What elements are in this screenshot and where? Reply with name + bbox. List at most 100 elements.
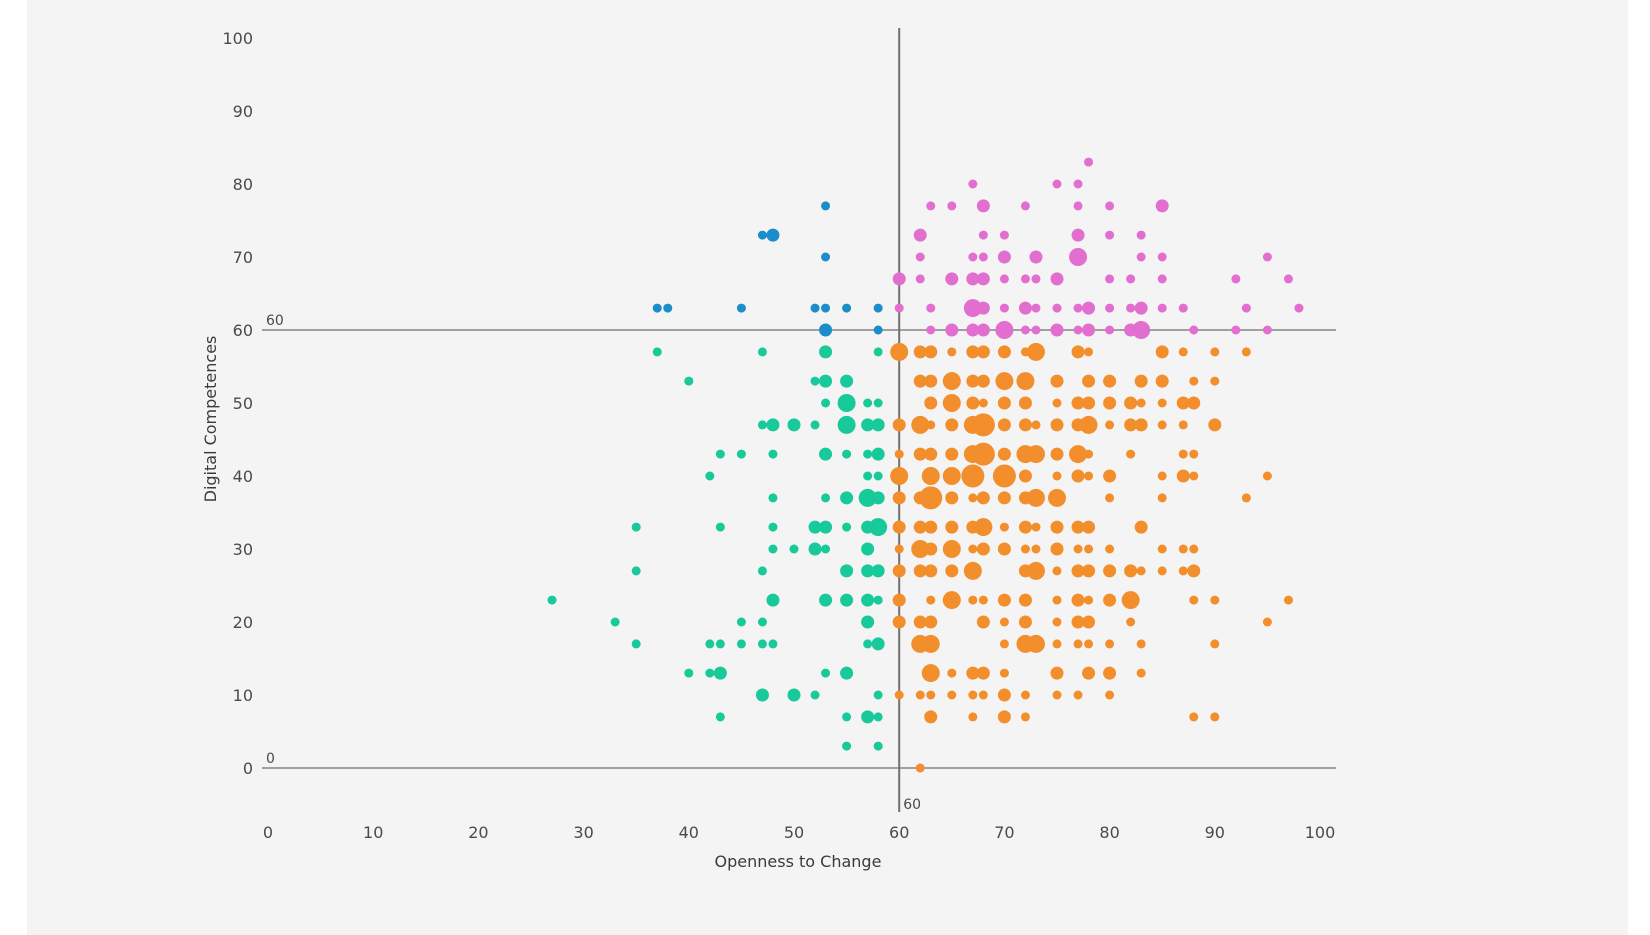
data-point-high-openness-low-digital bbox=[1071, 345, 1085, 359]
data-point-high-openness-low-digital bbox=[942, 394, 961, 412]
data-point-low-openness-low-digital bbox=[631, 639, 641, 649]
data-point-low-openness-high-digital bbox=[757, 230, 767, 240]
data-point-high-openness-low-digital bbox=[976, 491, 990, 505]
data-point-high-openness-high-digital bbox=[892, 272, 906, 286]
data-point-low-openness-low-digital bbox=[768, 522, 778, 532]
data-point-high-openness-low-digital bbox=[945, 520, 959, 534]
data-point-low-openness-high-digital bbox=[652, 303, 662, 313]
data-point-high-openness-low-digital bbox=[963, 561, 982, 580]
data-point-high-openness-high-digital bbox=[1105, 325, 1115, 335]
data-point-high-openness-low-digital bbox=[1210, 712, 1220, 722]
data-point-low-openness-low-digital bbox=[705, 668, 715, 678]
data-point-high-openness-low-digital bbox=[1016, 372, 1035, 391]
data-point-low-openness-low-digital bbox=[821, 493, 831, 503]
data-point-high-openness-low-digital bbox=[1082, 564, 1096, 578]
data-point-high-openness-high-digital bbox=[999, 274, 1009, 284]
data-point-high-openness-low-digital bbox=[1020, 712, 1030, 722]
data-point-high-openness-high-digital bbox=[1073, 201, 1083, 211]
data-point-high-openness-low-digital bbox=[1084, 449, 1094, 459]
data-point-low-openness-low-digital bbox=[819, 374, 833, 388]
data-point-high-openness-low-digital bbox=[1210, 595, 1220, 605]
data-point-high-openness-low-digital bbox=[1071, 396, 1085, 410]
data-point-high-openness-high-digital bbox=[1073, 179, 1083, 189]
data-point-low-openness-low-digital bbox=[757, 347, 767, 357]
data-point-high-openness-low-digital bbox=[1121, 591, 1140, 610]
data-point-high-openness-low-digital bbox=[976, 345, 990, 359]
data-point-high-openness-high-digital bbox=[913, 228, 927, 242]
data-point-low-openness-low-digital bbox=[871, 491, 885, 505]
data-point-high-openness-low-digital bbox=[978, 398, 988, 408]
data-point-high-openness-low-digital bbox=[1134, 374, 1148, 388]
scatter-chart: 60 0 60 0 10 20 30 40 50 60 70 80 90 100 0 10 20 30 40 50 6… bbox=[201, 28, 1336, 871]
data-point-high-openness-low-digital bbox=[1208, 418, 1222, 432]
data-point-low-openness-low-digital bbox=[842, 741, 852, 751]
data-point-high-openness-high-digital bbox=[978, 230, 988, 240]
vertical-reference-label: 60 bbox=[903, 797, 921, 813]
data-point-high-openness-high-digital bbox=[997, 250, 1011, 264]
data-point-high-openness-low-digital bbox=[1105, 493, 1115, 503]
data-point-high-openness-high-digital bbox=[1283, 274, 1293, 284]
data-point-high-openness-high-digital bbox=[1071, 228, 1085, 242]
data-point-high-openness-low-digital bbox=[1018, 469, 1032, 483]
data-point-high-openness-high-digital bbox=[1262, 252, 1272, 262]
data-point-high-openness-low-digital bbox=[1189, 471, 1199, 481]
data-point-low-openness-high-digital bbox=[819, 323, 833, 337]
data-point-high-openness-low-digital bbox=[999, 639, 1009, 649]
data-point-high-openness-low-digital bbox=[1189, 449, 1199, 459]
data-point-high-openness-low-digital bbox=[1157, 420, 1167, 430]
data-point-high-openness-high-digital bbox=[966, 272, 980, 286]
data-point-low-openness-low-digital bbox=[631, 566, 641, 576]
data-point-high-openness-low-digital bbox=[1241, 493, 1251, 503]
data-point-high-openness-high-digital bbox=[1241, 303, 1251, 313]
data-point-high-openness-low-digital bbox=[1189, 376, 1199, 386]
x-tick-label: 10 bbox=[363, 823, 383, 842]
data-point-low-openness-low-digital bbox=[819, 345, 833, 359]
data-point-high-openness-low-digital bbox=[913, 345, 927, 359]
data-point-low-openness-low-digital bbox=[863, 471, 873, 481]
data-point-high-openness-high-digital bbox=[999, 303, 1009, 313]
data-point-high-openness-high-digital bbox=[1155, 199, 1169, 213]
data-point-high-openness-high-digital bbox=[995, 321, 1014, 339]
data-point-high-openness-low-digital bbox=[1134, 418, 1148, 432]
data-point-high-openness-high-digital bbox=[1132, 321, 1151, 339]
data-point-high-openness-low-digital bbox=[999, 617, 1009, 627]
y-tick-label: 40 bbox=[233, 467, 253, 486]
data-point-low-openness-low-digital bbox=[863, 639, 873, 649]
data-point-high-openness-low-digital bbox=[1124, 564, 1138, 578]
data-point-high-openness-low-digital bbox=[966, 374, 980, 388]
data-point-low-openness-low-digital bbox=[768, 493, 778, 503]
data-point-low-openness-low-digital bbox=[873, 471, 883, 481]
data-point-low-openness-low-digital bbox=[873, 398, 883, 408]
data-point-low-openness-low-digital bbox=[842, 449, 852, 459]
data-point-high-openness-low-digital bbox=[976, 542, 990, 556]
data-point-low-openness-low-digital bbox=[705, 639, 715, 649]
data-point-high-openness-low-digital bbox=[1052, 398, 1062, 408]
data-point-high-openness-low-digital bbox=[1136, 398, 1146, 408]
data-point-high-openness-high-digital bbox=[945, 323, 959, 337]
data-point-high-openness-high-digital bbox=[966, 323, 980, 337]
data-point-high-openness-low-digital bbox=[1157, 493, 1167, 503]
data-point-low-openness-low-digital bbox=[757, 617, 767, 627]
data-point-low-openness-low-digital bbox=[861, 542, 875, 556]
data-point-low-openness-low-digital bbox=[819, 447, 833, 461]
data-point-high-openness-high-digital bbox=[926, 303, 936, 313]
x-tick-label: 30 bbox=[573, 823, 593, 842]
data-point-high-openness-high-digital bbox=[978, 252, 988, 262]
data-point-high-openness-high-digital bbox=[915, 274, 925, 284]
data-point-high-openness-low-digital bbox=[1103, 666, 1117, 680]
x-tick-label: 70 bbox=[994, 823, 1014, 842]
data-point-low-openness-low-digital bbox=[863, 398, 873, 408]
data-point-low-openness-low-digital bbox=[787, 688, 801, 702]
data-point-high-openness-low-digital bbox=[1052, 617, 1062, 627]
data-point-high-openness-low-digital bbox=[1031, 544, 1041, 554]
data-point-high-openness-low-digital bbox=[1052, 595, 1062, 605]
data-point-high-openness-low-digital bbox=[1073, 690, 1083, 700]
data-point-high-openness-low-digital bbox=[1026, 445, 1045, 464]
data-point-high-openness-high-digital bbox=[968, 179, 978, 189]
data-point-high-openness-low-digital bbox=[1176, 396, 1190, 410]
x-tick-label: 60 bbox=[889, 823, 909, 842]
data-point-high-openness-low-digital bbox=[1071, 593, 1085, 607]
data-point-high-openness-low-digital bbox=[1018, 615, 1032, 629]
data-point-high-openness-low-digital bbox=[926, 595, 936, 605]
data-point-high-openness-low-digital bbox=[968, 544, 978, 554]
